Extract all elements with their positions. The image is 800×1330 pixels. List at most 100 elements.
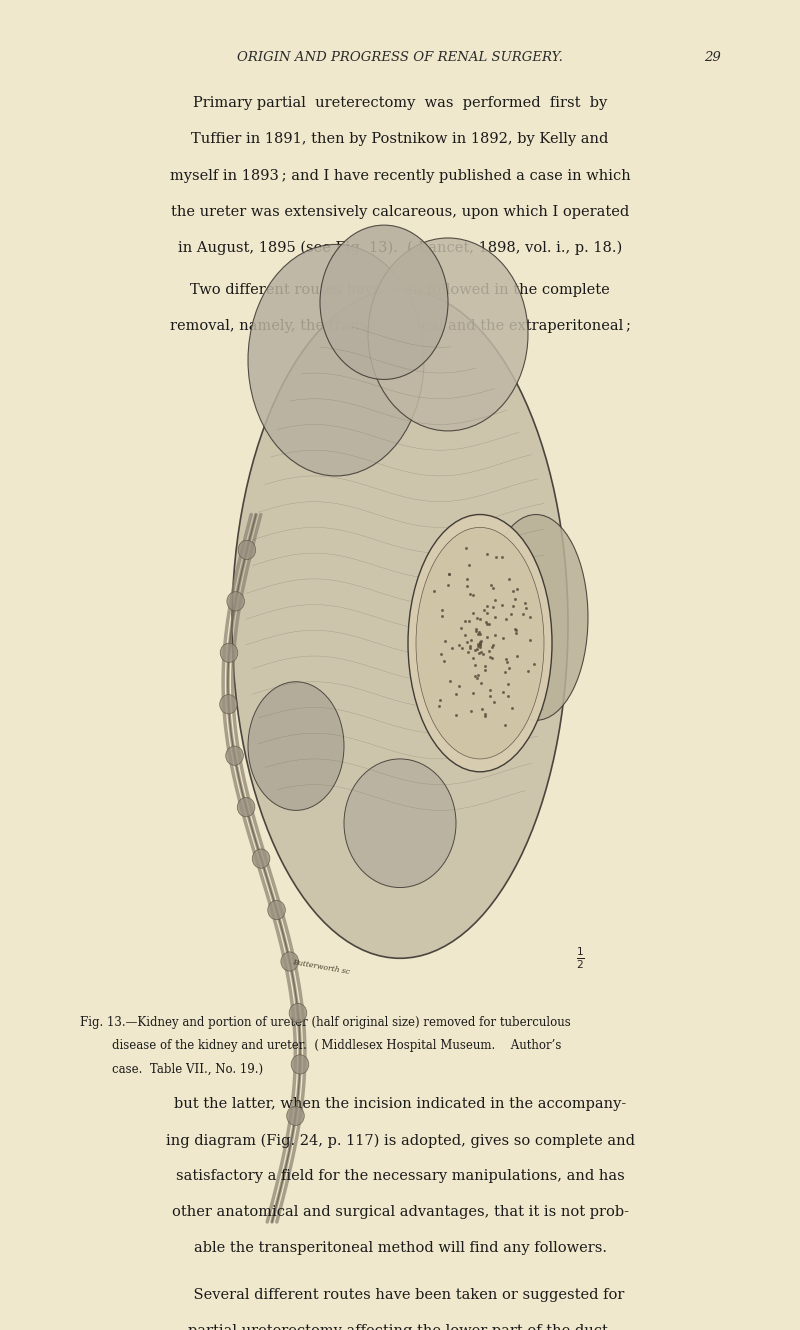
Text: disease of the kidney and ureter.  ( Middlesex Hospital Museum.  Author’s: disease of the kidney and ureter. ( Midd…	[112, 1039, 562, 1052]
Ellipse shape	[268, 900, 286, 920]
Ellipse shape	[227, 592, 245, 610]
Text: Fig. 13.—Kidney and portion of ureter (half original size) removed for tuberculo: Fig. 13.—Kidney and portion of ureter (h…	[80, 1016, 570, 1029]
Point	[483, 678, 496, 700]
Point	[480, 612, 493, 633]
Point	[469, 665, 482, 686]
Point	[449, 705, 462, 726]
Text: ing diagram (Fig. 24, p. 117) is adopted, gives so complete and: ing diagram (Fig. 24, p. 117) is adopted…	[166, 1133, 634, 1148]
Point	[506, 596, 519, 617]
Point	[459, 610, 472, 632]
Point	[461, 576, 474, 597]
Point	[465, 701, 478, 722]
Ellipse shape	[416, 528, 544, 759]
Text: ORIGIN AND PROGRESS OF RENAL SURGERY.: ORIGIN AND PROGRESS OF RENAL SURGERY.	[237, 52, 563, 64]
Point	[460, 537, 473, 559]
Point	[510, 622, 522, 644]
Point	[486, 648, 499, 669]
Text: $\frac{1}{2}$: $\frac{1}{2}$	[576, 946, 585, 971]
Point	[478, 600, 491, 621]
Point	[502, 673, 514, 694]
Point	[471, 636, 484, 657]
Point	[467, 602, 480, 624]
Point	[468, 654, 481, 676]
Ellipse shape	[320, 225, 448, 379]
Ellipse shape	[220, 644, 238, 662]
Point	[466, 584, 479, 605]
Point	[464, 637, 477, 658]
Point	[486, 637, 498, 658]
Point	[484, 575, 497, 596]
Ellipse shape	[281, 952, 298, 971]
Point	[442, 563, 455, 584]
Point	[470, 620, 483, 641]
Text: removal, namely, the transperitoneal and the extraperitoneal ;: removal, namely, the transperitoneal and…	[170, 319, 630, 332]
Point	[527, 654, 540, 676]
Text: Tuffier in 1891, then by Postnikow in 1892, by Kelly and: Tuffier in 1891, then by Postnikow in 18…	[191, 133, 609, 146]
Point	[434, 644, 447, 665]
Point	[446, 637, 458, 658]
Point	[500, 608, 513, 629]
Point	[461, 569, 474, 591]
Point	[453, 676, 466, 697]
Point	[444, 670, 457, 692]
Text: the ureter was extensively calcareous, upon which I operated: the ureter was extensively calcareous, u…	[171, 205, 629, 218]
Point	[464, 583, 477, 604]
Point	[498, 714, 511, 735]
Point	[474, 672, 487, 693]
Point	[471, 606, 484, 628]
Point	[506, 580, 519, 601]
Point	[524, 629, 537, 650]
Point	[474, 630, 487, 652]
Text: able the transperitoneal method will find any followers.: able the transperitoneal method will fin…	[194, 1241, 606, 1256]
Point	[471, 665, 484, 686]
Point	[465, 629, 478, 650]
Point	[482, 613, 495, 634]
Point	[474, 642, 487, 664]
Point	[520, 597, 533, 618]
Point	[487, 597, 500, 618]
Point	[471, 633, 484, 654]
Point	[503, 657, 516, 678]
Point	[474, 633, 486, 654]
Point	[502, 569, 515, 591]
Point	[479, 705, 492, 726]
Point	[502, 685, 514, 706]
Text: satisfactory a field for the necessary manipulations, and has: satisfactory a field for the necessary m…	[176, 1169, 624, 1184]
Text: 29: 29	[704, 52, 721, 64]
Point	[476, 698, 489, 720]
Text: partial ureterectomy affecting the lower part of the duct.: partial ureterectomy affecting the lower…	[188, 1323, 612, 1330]
Point	[455, 617, 468, 638]
Point	[489, 624, 502, 645]
Point	[450, 684, 462, 705]
Point	[481, 626, 494, 648]
Ellipse shape	[484, 515, 588, 721]
Point	[474, 608, 486, 629]
Point	[489, 606, 502, 628]
Point	[484, 646, 497, 668]
Ellipse shape	[248, 245, 424, 476]
Text: in August, 1895 (see Fig. 13).  (  Lancet, 1898, vol. i., p. 18.): in August, 1895 (see Fig. 13). ( Lancet,…	[178, 241, 622, 255]
Point	[518, 592, 531, 613]
Text: case.  Table VII., No. 19.): case. Table VII., No. 19.)	[112, 1063, 263, 1076]
Ellipse shape	[248, 682, 344, 810]
Point	[469, 638, 482, 660]
Point	[500, 648, 513, 669]
Point	[484, 685, 497, 706]
Point	[473, 621, 486, 642]
Ellipse shape	[408, 515, 552, 771]
Ellipse shape	[238, 540, 256, 560]
Point	[462, 641, 474, 662]
Point	[427, 580, 440, 601]
Point	[497, 626, 510, 648]
Point	[495, 547, 508, 568]
Ellipse shape	[291, 1055, 309, 1075]
Text: but the latter, when the incision indicated in the accompany-: but the latter, when the incision indica…	[174, 1097, 626, 1111]
Text: Two different routes have been followed in the complete: Two different routes have been followed …	[190, 283, 610, 297]
Point	[438, 630, 451, 652]
Point	[474, 632, 486, 653]
Point	[474, 624, 486, 645]
Point	[524, 606, 537, 628]
Ellipse shape	[368, 238, 528, 431]
Point	[433, 696, 446, 717]
Point	[481, 596, 494, 617]
